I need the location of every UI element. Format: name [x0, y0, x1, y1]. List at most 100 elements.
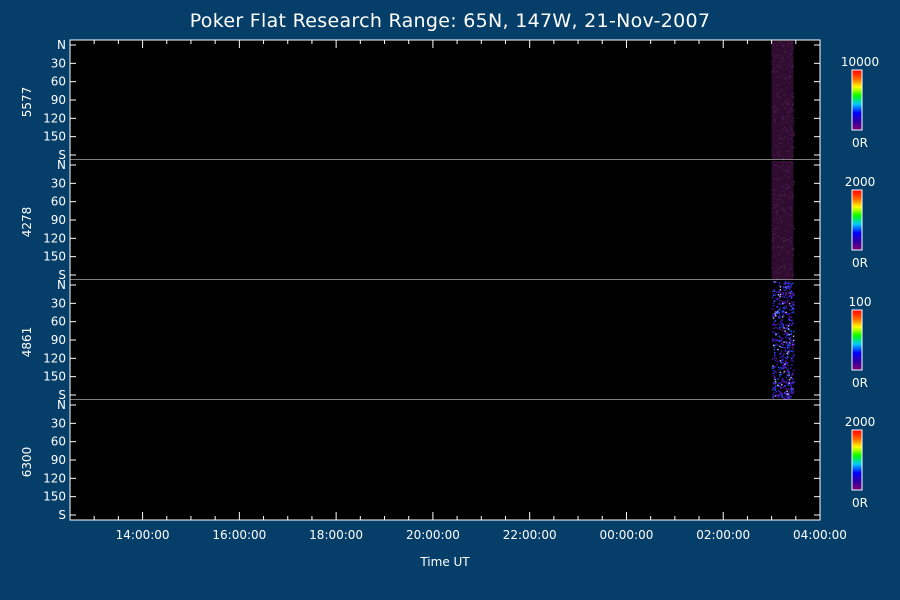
panel-background — [70, 40, 820, 160]
data-pixel — [780, 386, 782, 389]
data-pixel — [787, 243, 790, 246]
data-pixel — [787, 325, 790, 327]
data-pixel — [779, 295, 781, 298]
data-pixel — [780, 362, 783, 364]
data-pixel — [792, 64, 794, 67]
data-pixel — [784, 384, 787, 386]
y-tick-label: N — [57, 278, 66, 292]
data-pixel — [784, 347, 786, 349]
data-pixel — [779, 198, 782, 201]
data-pixel — [775, 343, 777, 345]
data-pixel — [777, 291, 779, 294]
data-pixel — [773, 208, 775, 211]
data-pixel — [771, 129, 774, 132]
data-pixel — [785, 170, 788, 172]
data-pixel — [785, 123, 787, 125]
data-pixel — [771, 367, 774, 369]
data-pixel — [772, 230, 774, 233]
data-pixel — [784, 168, 787, 171]
data-pixel — [788, 82, 791, 85]
data-pixel — [787, 369, 790, 372]
data-pixel — [781, 384, 783, 386]
data-pixel — [774, 204, 776, 206]
data-pixel — [788, 295, 790, 298]
data-pixel — [781, 393, 783, 395]
data-pixel — [789, 78, 791, 81]
data-pixel — [772, 240, 775, 242]
data-pixel — [778, 215, 781, 217]
data-pixel — [779, 193, 782, 195]
data-pixel — [785, 324, 788, 326]
data-pixel — [781, 185, 784, 188]
data-pixel — [781, 249, 783, 251]
data-pixel — [787, 271, 789, 274]
data-pixel — [774, 228, 777, 230]
data-pixel — [773, 346, 775, 348]
data-pixel — [790, 108, 792, 110]
data-pixel — [790, 208, 792, 211]
data-pixel — [773, 290, 776, 292]
data-pixel — [780, 338, 783, 341]
data-pixel — [784, 226, 786, 228]
data-pixel — [780, 342, 783, 345]
data-pixel — [776, 339, 779, 341]
data-pixel — [790, 324, 793, 326]
data-pixel — [792, 344, 795, 346]
panel-label: 6300 — [20, 447, 34, 478]
data-pixel — [781, 209, 783, 211]
data-pixel — [787, 209, 789, 212]
data-pixel — [790, 357, 793, 359]
data-pixel — [780, 142, 783, 145]
data-pixel — [784, 330, 786, 332]
data-pixel — [779, 211, 782, 214]
data-pixel — [788, 378, 791, 381]
data-pixel — [790, 382, 793, 384]
data-pixel — [782, 285, 785, 288]
data-pixel — [787, 134, 789, 137]
data-pixel — [774, 242, 776, 245]
data-pixel — [784, 296, 786, 298]
data-pixel — [774, 42, 776, 45]
data-pixel — [784, 77, 786, 80]
data-pixel — [772, 215, 774, 217]
data-pixel — [789, 134, 792, 137]
data-pixel — [777, 360, 779, 363]
data-pixel — [783, 264, 785, 267]
data-pixel — [779, 91, 781, 93]
data-pixel — [791, 301, 793, 304]
data-pixel — [783, 398, 785, 400]
colorbar-max-label: 2000 — [845, 175, 876, 189]
data-pixel — [778, 312, 781, 314]
data-pixel — [777, 268, 780, 270]
data-pixel — [791, 309, 793, 311]
data-pixel — [778, 267, 780, 270]
data-pixel — [773, 73, 775, 76]
data-pixel — [782, 378, 784, 380]
y-tick-label: S — [58, 268, 66, 282]
data-pixel — [779, 65, 781, 68]
data-pixel — [788, 287, 790, 289]
y-tick-label: 60 — [51, 75, 66, 89]
data-pixel — [792, 369, 795, 372]
data-pixel — [783, 333, 786, 335]
data-pixel — [776, 116, 778, 118]
data-pixel — [774, 120, 777, 123]
data-pixel — [781, 311, 784, 314]
data-pixel — [777, 163, 779, 165]
data-pixel — [789, 207, 792, 209]
colorbar-max-label: 10000 — [841, 55, 879, 69]
data-pixel — [783, 262, 785, 264]
data-pixel — [788, 239, 790, 241]
data-pixel — [783, 370, 786, 373]
data-pixel — [783, 347, 786, 349]
data-pixel — [790, 295, 793, 298]
data-pixel — [793, 131, 795, 133]
data-pixel — [784, 281, 787, 283]
panel-background — [70, 400, 820, 520]
data-pixel — [785, 360, 787, 363]
data-pixel — [786, 342, 788, 344]
colorbar-5577: 10000 0R — [841, 55, 879, 150]
data-pixel — [772, 107, 774, 109]
data-pixel — [790, 283, 792, 285]
data-pixel — [786, 356, 789, 359]
